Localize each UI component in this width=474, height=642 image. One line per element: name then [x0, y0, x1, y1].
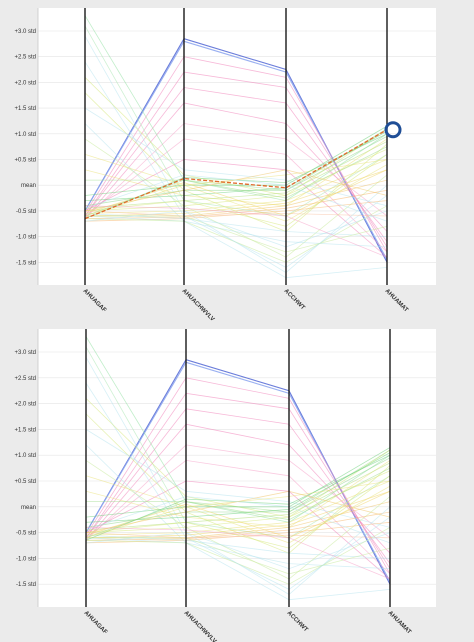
axis-label: ACCHWT — [283, 288, 306, 311]
series-line — [85, 511, 391, 541]
axis-label: AHUAGAF — [82, 288, 108, 314]
y-tick-label: -0.5 std — [16, 531, 36, 537]
series-line — [85, 532, 391, 539]
series-line — [85, 444, 391, 541]
series-line — [85, 527, 391, 580]
series-line — [85, 475, 391, 549]
series-line — [85, 537, 391, 570]
y-tick-label: -1.0 std — [16, 235, 36, 241]
series-line — [85, 480, 391, 536]
series-line — [84, 125, 388, 196]
series-line — [85, 506, 391, 595]
series-line — [84, 159, 388, 258]
y-tick-label: +2.5 std — [14, 55, 36, 61]
y-tick-label: +2.0 std — [14, 402, 36, 408]
y-tick-label: -0.5 std — [16, 209, 36, 215]
y-tick-label: +3.0 std — [14, 350, 36, 356]
series-line — [84, 174, 388, 222]
axis-label: AHUAMAT — [387, 610, 413, 636]
highlight-line — [84, 129, 388, 220]
series-line — [84, 189, 388, 219]
y-tick-label: +0.5 std — [14, 158, 36, 164]
y-tick-label: mean — [21, 183, 36, 189]
series-line — [84, 215, 388, 248]
y-tick-label: +2.5 std — [14, 376, 36, 382]
y-tick-label: +1.5 std — [14, 106, 36, 112]
y-tick-label: +1.5 std — [14, 427, 36, 433]
series-line — [85, 377, 391, 575]
axis-label: AHUACHWVLV — [183, 610, 218, 642]
series-line — [84, 169, 388, 217]
bottom-parallel-coordinates-chart: +3.0 std +2.5 std +2.0 std +1.5 std +1.0 std… — [14, 329, 436, 642]
series-line — [84, 123, 388, 219]
axis-label: AHUAMAT — [384, 288, 410, 314]
y-tick-label: -1.0 std — [16, 556, 36, 562]
y-tick-label: mean — [21, 505, 36, 511]
axis-label: ACCHWT — [286, 610, 309, 633]
series-line — [85, 496, 391, 544]
series-line — [84, 159, 388, 214]
y-tick-label: +0.5 std — [14, 479, 36, 485]
series-line — [84, 184, 388, 274]
y-tick-label: +1.0 std — [14, 453, 36, 459]
series-line — [84, 56, 388, 253]
y-tick-label: +1.0 std — [14, 132, 36, 138]
y-tick-label: +2.0 std — [14, 80, 36, 86]
series-line — [84, 205, 388, 258]
top-parallel-coordinates-chart: +3.0 std +2.5 std +2.0 std +1.5 std +1.0 std… — [14, 8, 436, 321]
series-line — [84, 154, 388, 227]
y-tick-label: -1.5 std — [16, 582, 36, 588]
axis-label: AHUAGAF — [83, 610, 109, 636]
series-line — [84, 210, 388, 217]
axis-label: AHUACHWVLV — [181, 288, 216, 321]
y-tick-label: -1.5 std — [16, 260, 36, 266]
selection-marker[interactable] — [384, 121, 402, 139]
bottom-parallel-coordinates-panel: +3.0 std +2.5 std +2.0 std +1.5 std +1.0 std… — [0, 321, 474, 642]
series-line — [85, 490, 391, 539]
series-line — [85, 480, 391, 580]
series-line — [85, 447, 391, 518]
top-parallel-chart-panel: +3.0 std +2.5 std +2.0 std +1.5 std +1.0 std… — [14, 8, 436, 321]
y-tick-label: +3.0 std — [14, 29, 36, 35]
